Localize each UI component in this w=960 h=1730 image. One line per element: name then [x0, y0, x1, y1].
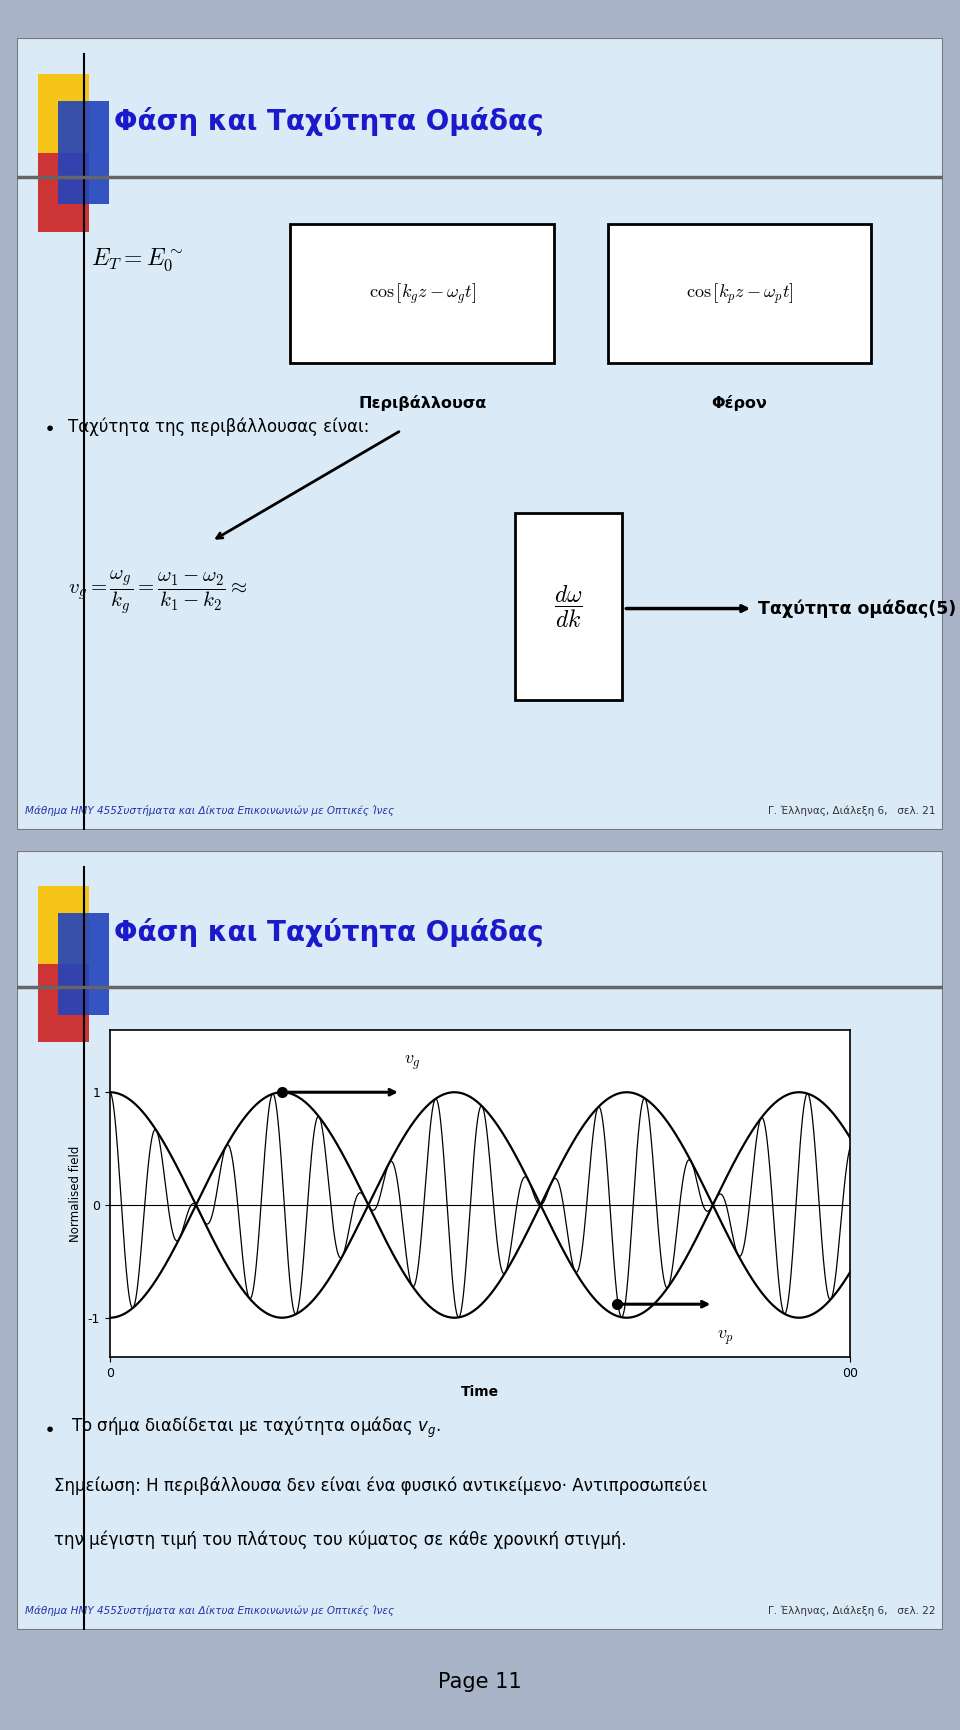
- Text: Το σήμα διαδίδεται με ταχύτητα ομάδας $v_g$.: Το σήμα διαδίδεται με ταχύτητα ομάδας $v…: [71, 1415, 441, 1439]
- Text: Περιβάλλουσα: Περιβάλλουσα: [358, 394, 487, 410]
- Bar: [37, 886, 88, 964]
- Text: $\bullet$: $\bullet$: [43, 417, 54, 436]
- Text: Σημείωση: Η περιβάλλουσα δεν είναι ένα φυσικό αντικείμενο· Αντιπροσωπεύει: Σημείωση: Η περιβάλλουσα δεν είναι ένα φ…: [55, 1476, 708, 1495]
- Bar: [58, 102, 108, 204]
- Bar: [290, 225, 554, 363]
- Text: Ταχύτητα ομάδας(5): Ταχύτητα ομάδας(5): [757, 599, 956, 618]
- Text: Φάση και Ταχύτητα Ομάδας: Φάση και Ταχύτητα Ομάδας: [114, 919, 544, 948]
- Text: $\bullet$: $\bullet$: [43, 1419, 54, 1436]
- Text: την μέγιστη τιμή του πλάτους του κύματος σε κάθε χρονική στιγμή.: την μέγιστη τιμή του πλάτους του κύματος…: [55, 1531, 627, 1550]
- Text: $v_g = \dfrac{\omega_g}{k_g} = \dfrac{\omega_1 - \omega_2}{k_1 - k_2} \approx$: $v_g = \dfrac{\omega_g}{k_g} = \dfrac{\o…: [68, 569, 248, 616]
- Text: Φάση και Ταχύτητα Ομάδας: Φάση και Ταχύτητα Ομάδας: [114, 107, 544, 135]
- Text: $v_p$: $v_p$: [717, 1329, 733, 1348]
- Text: Μάθημα ΗΜΥ 455Συστήματα και Δίκτυα Επικοινωνιών με Οπτικές Ίνες: Μάθημα ΗΜΥ 455Συστήματα και Δίκτυα Επικο…: [25, 1605, 394, 1616]
- Text: $\cos\left[k_g z - \omega_g t\right]$: $\cos\left[k_g z - \omega_g t\right]$: [369, 282, 476, 306]
- Bar: [58, 913, 108, 1014]
- Text: Μάθημα ΗΜΥ 455Συστήματα και Δίκτυα Επικοινωνιών με Οπτικές Ίνες: Μάθημα ΗΜΥ 455Συστήματα και Δίκτυα Επικο…: [25, 804, 394, 817]
- Bar: [516, 514, 621, 699]
- X-axis label: Time: Time: [461, 1386, 499, 1400]
- Text: $\dfrac{d\omega}{dk}$: $\dfrac{d\omega}{dk}$: [554, 583, 583, 630]
- Bar: [37, 964, 88, 1041]
- Bar: [37, 152, 88, 232]
- Bar: [608, 225, 872, 363]
- Text: $v_g$: $v_g$: [404, 1054, 421, 1073]
- Text: Ταχύτητα της περιβάλλουσας είναι:: Ταχύτητα της περιβάλλουσας είναι:: [68, 417, 370, 436]
- Text: $\cos\left[k_p z - \omega_p t\right]$: $\cos\left[k_p z - \omega_p t\right]$: [685, 282, 794, 306]
- Text: Γ. Έλληνας, Διάλεξη 6,   σελ. 21: Γ. Έλληνας, Διάλεξη 6, σελ. 21: [768, 806, 935, 817]
- Text: Φέρον: Φέρον: [711, 394, 768, 410]
- Y-axis label: Normalised field: Normalised field: [69, 1145, 83, 1242]
- Text: $E_T = E_0^{\sim}$: $E_T = E_0^{\sim}$: [91, 247, 183, 273]
- Text: Page 11: Page 11: [438, 1671, 522, 1692]
- Text: Γ. Έλληνας, Διάλεξη 6,   σελ. 22: Γ. Έλληνας, Διάλεξη 6, σελ. 22: [768, 1605, 935, 1616]
- Bar: [37, 74, 88, 152]
